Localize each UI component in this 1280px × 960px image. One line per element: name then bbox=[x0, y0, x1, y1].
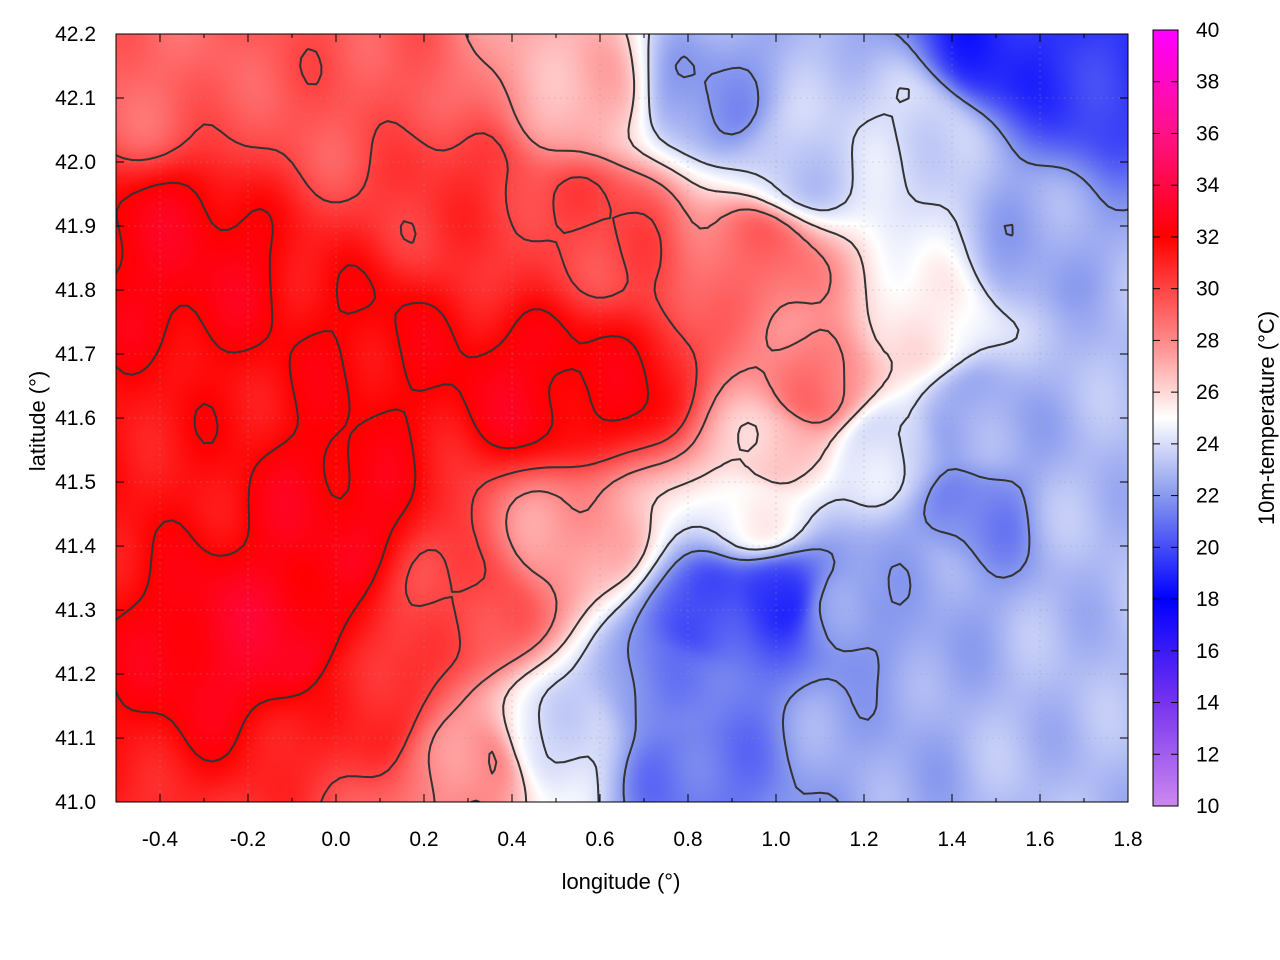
colorbar-tick-label: 38 bbox=[1196, 71, 1219, 94]
contour-line bbox=[622, 34, 1128, 802]
contour-lines bbox=[116, 34, 1128, 802]
y-tick-label: 41.1 bbox=[55, 727, 96, 750]
grid-lines bbox=[116, 34, 1128, 802]
colorbar-tick-label: 36 bbox=[1196, 122, 1219, 145]
colorbar-ticks: 10 12 14 16 18 20 22 24 26 28 30 32 34 36 38 40 bbox=[1153, 19, 1220, 818]
y-tick-label: 41.2 bbox=[55, 663, 96, 686]
colorbar-tick-label: 30 bbox=[1196, 278, 1219, 301]
y-tick-label: 41.5 bbox=[55, 471, 96, 494]
contour-line bbox=[116, 181, 650, 763]
y-tick-label: 42.2 bbox=[55, 23, 96, 46]
x-tick-label: 1.0 bbox=[761, 828, 790, 851]
y-axis: 41.0 41.1 41.2 41.3 41.4 41.5 41.6 41.7 41.8 41.9… bbox=[55, 23, 1128, 814]
x-tick-label: 0.2 bbox=[409, 828, 438, 851]
contour-line bbox=[502, 34, 893, 802]
colorbar-tick-label: 26 bbox=[1196, 381, 1219, 404]
colorbar-tick-label: 22 bbox=[1196, 485, 1219, 508]
y-tick-label: 41.4 bbox=[55, 535, 96, 558]
colorbar-tick-label: 16 bbox=[1196, 640, 1219, 663]
x-tick-label: 0.0 bbox=[321, 828, 350, 851]
colorbar-label: 10m-temperature (°C) bbox=[1254, 311, 1279, 525]
colorbar-tick-label: 24 bbox=[1196, 433, 1220, 456]
y-tick-label: 41.7 bbox=[55, 343, 96, 366]
colorbar-tick-label: 12 bbox=[1196, 743, 1219, 766]
x-tick-label: 1.4 bbox=[937, 828, 967, 851]
contour-line bbox=[116, 48, 698, 802]
x-tick-label: 0.4 bbox=[497, 828, 527, 851]
contour-line bbox=[537, 34, 1020, 802]
colorbar-tick-label: 32 bbox=[1196, 226, 1219, 249]
colorbar-tick-label: 40 bbox=[1196, 19, 1219, 42]
x-tick-label: -0.2 bbox=[230, 828, 266, 851]
colorbar-tick-label: 14 bbox=[1196, 692, 1220, 715]
x-tick-label: 1.2 bbox=[849, 828, 878, 851]
y-tick-label: 41.6 bbox=[55, 407, 96, 430]
y-tick-label: 41.3 bbox=[55, 599, 96, 622]
colorbar-tick-label: 34 bbox=[1196, 174, 1220, 197]
colorbar-tick-label: 10 bbox=[1196, 795, 1219, 818]
contour-line bbox=[427, 34, 846, 802]
x-tick-label: 1.6 bbox=[1025, 828, 1054, 851]
x-tick-label: -0.4 bbox=[142, 828, 179, 851]
y-tick-label: 41.9 bbox=[55, 215, 96, 238]
y-tick-label: 41.0 bbox=[55, 791, 96, 814]
x-axis-label: longitude (°) bbox=[562, 869, 681, 894]
y-tick-label: 42.1 bbox=[55, 87, 96, 110]
colorbar: 10 12 14 16 18 20 22 24 26 28 30 32 34 36 38 40 bbox=[1152, 19, 1220, 818]
x-axis: -0.4 -0.2 0.0 0.2 0.4 0.6 0.8 1.0 1.2 1.4 1.6 1.8 bbox=[142, 34, 1143, 851]
x-tick-label: 0.8 bbox=[673, 828, 702, 851]
x-tick-label: 0.6 bbox=[585, 828, 614, 851]
colorbar-tick-label: 18 bbox=[1196, 588, 1219, 611]
colorbar-gradient bbox=[1152, 29, 1179, 807]
x-tick-label: 1.8 bbox=[1113, 828, 1142, 851]
y-axis-label: latitude (°) bbox=[25, 371, 50, 472]
y-tick-label: 41.8 bbox=[55, 279, 96, 302]
colorbar-tick-label: 20 bbox=[1196, 536, 1219, 559]
colorbar-tick-label: 28 bbox=[1196, 329, 1219, 352]
y-tick-label: 42.0 bbox=[55, 151, 96, 174]
